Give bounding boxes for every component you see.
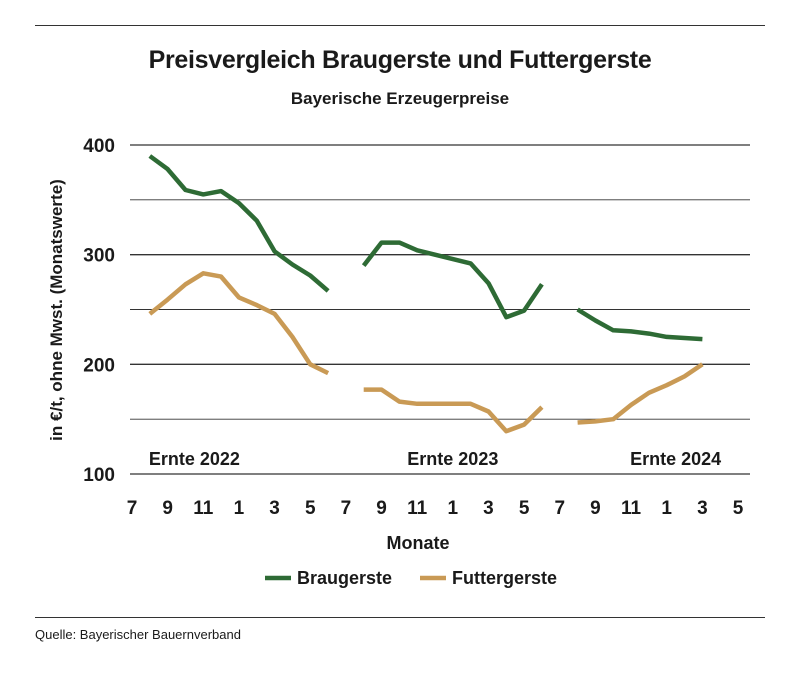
y-tick-label: 400 xyxy=(83,136,115,157)
x-tick-label: 11 xyxy=(407,498,428,519)
y-tick-label: 200 xyxy=(83,355,115,376)
series-line-futtergerste xyxy=(577,362,704,425)
series-line-futtergerste xyxy=(148,271,330,376)
harvest-annotation: Ernte 2024 xyxy=(630,449,721,469)
x-tick-label: 9 xyxy=(590,498,601,519)
x-tick-label: 5 xyxy=(733,498,744,519)
x-axis-label: Monate xyxy=(387,533,450,553)
y-tick-label: 100 xyxy=(83,465,115,486)
x-tick-label: 7 xyxy=(554,498,565,519)
legend-label-futtergerste: Futtergerste xyxy=(452,568,557,588)
series-line-futtergerste xyxy=(363,387,544,434)
bottom-rule xyxy=(35,617,765,618)
source-note: Quelle: Bayerischer Bauernverband xyxy=(35,627,241,642)
legend-label-braugerste: Braugerste xyxy=(297,568,392,588)
chart-title: Preisvergleich Braugerste und Futtergers… xyxy=(148,46,652,74)
x-tick-label: 9 xyxy=(376,498,387,519)
x-tick-label: 7 xyxy=(127,498,138,519)
x-tick-label: 1 xyxy=(234,498,245,519)
x-tick-label: 5 xyxy=(519,498,530,519)
x-tick-label: 1 xyxy=(661,498,672,519)
y-tick-label: 300 xyxy=(83,246,115,267)
harvest-annotation: Ernte 2023 xyxy=(407,449,498,469)
harvest-annotation: Ernte 2022 xyxy=(149,449,240,469)
x-tick-label: 1 xyxy=(448,498,459,519)
chart-subtitle: Bayerische Erzeugerpreise xyxy=(290,89,510,108)
x-tick-label: 5 xyxy=(305,498,316,519)
series-line-braugerste xyxy=(361,240,544,320)
x-tick-label: 3 xyxy=(269,498,280,519)
x-tick-label: 3 xyxy=(483,498,494,519)
x-tick-label: 9 xyxy=(162,498,173,519)
series-line-braugerste xyxy=(148,154,330,293)
x-tick-label: 3 xyxy=(697,498,708,519)
y-axis-label: in €/t, ohne Mwst. (Monatswerte) xyxy=(47,179,66,441)
top-rule xyxy=(35,25,765,26)
x-tick-label: 7 xyxy=(341,498,352,519)
x-tick-label: 11 xyxy=(193,498,214,519)
series-line-braugerste xyxy=(576,307,703,342)
x-tick-label: 11 xyxy=(621,498,642,519)
